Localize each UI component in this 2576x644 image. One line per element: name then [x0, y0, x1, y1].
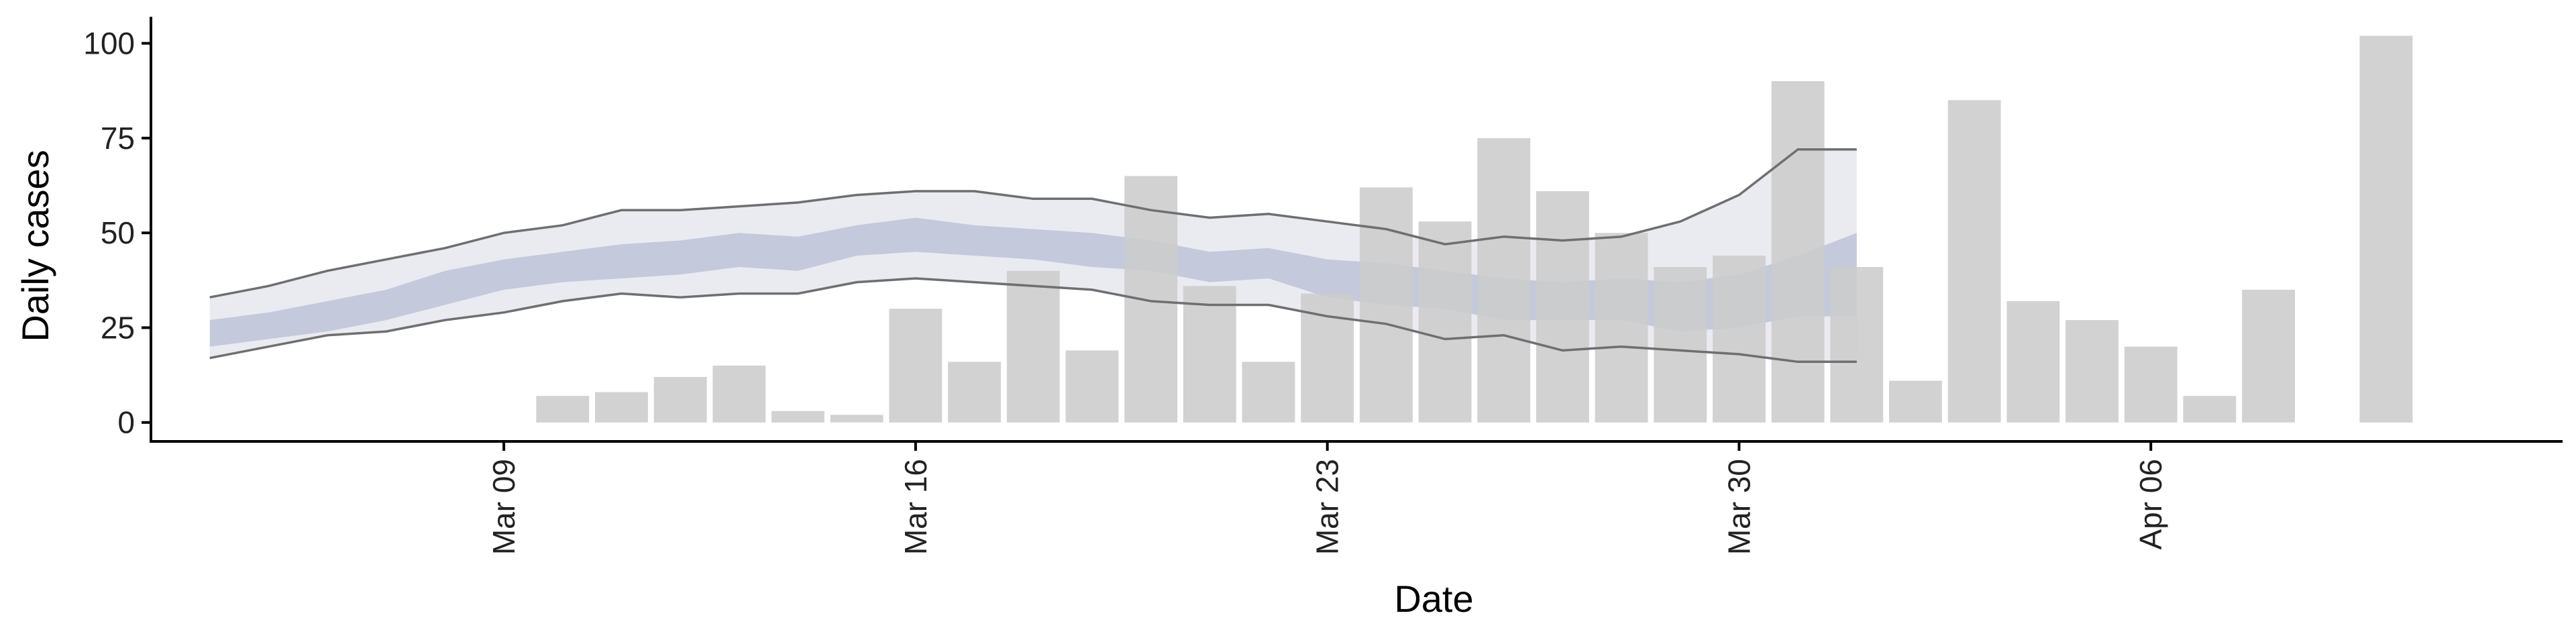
- x-tick-label: Mar 23: [1310, 459, 1345, 555]
- bar: [1359, 187, 1413, 423]
- y-tick-label: 50: [101, 215, 135, 250]
- x-ticks: Mar 09 Mar 16 Mar 23 Mar 30 Apr 06: [486, 441, 2168, 555]
- bar: [1124, 176, 1178, 423]
- x-tick-label: Apr 06: [2133, 459, 2168, 550]
- bar: [1713, 256, 1766, 423]
- bar: [1830, 267, 1884, 423]
- bar: [1536, 191, 1589, 423]
- bar: [2065, 320, 2118, 423]
- bar: [1771, 81, 1825, 423]
- bar: [771, 411, 824, 423]
- band-edge-lines: [209, 148, 1857, 364]
- bars: [536, 36, 2413, 423]
- bar: [1418, 221, 1472, 423]
- bar: [1889, 380, 1942, 423]
- bar: [1654, 267, 1707, 423]
- bar: [948, 362, 1001, 423]
- bar: [1242, 362, 1295, 423]
- y-axis-title: Daily cases: [14, 150, 56, 341]
- x-tick-label: Mar 09: [486, 459, 521, 555]
- bar: [1595, 233, 1648, 423]
- bar: [2183, 396, 2237, 423]
- y-tick-label: 25: [101, 310, 135, 345]
- bar: [595, 392, 648, 423]
- upper-bound-line: [209, 148, 1857, 299]
- bar: [653, 376, 707, 423]
- bar: [1006, 270, 1060, 423]
- bar: [1301, 293, 1354, 423]
- bar: [712, 366, 766, 423]
- axes: 0 25 50 75 100 Mar 09 Mar 16 Mar 23 Mar 30 Apr 0…: [83, 17, 2563, 555]
- y-ticks: 0 25 50 75 100: [83, 26, 151, 440]
- y-tick-label: 0: [117, 405, 135, 440]
- x-axis-title: Date: [1394, 578, 1473, 620]
- x-tick-label: Mar 30: [1721, 459, 1756, 555]
- bar: [830, 415, 883, 423]
- bar: [536, 396, 590, 423]
- x-tick-label: Mar 16: [898, 459, 933, 555]
- lower-bound-line: [209, 277, 1857, 364]
- bar: [1183, 286, 1236, 423]
- inner-uncertainty-band: [209, 217, 1857, 347]
- bar: [2124, 346, 2178, 423]
- bar: [1065, 350, 1119, 423]
- bar: [2359, 36, 2413, 423]
- y-tick-label: 75: [101, 121, 135, 156]
- bar: [889, 309, 943, 423]
- bar: [1947, 100, 2001, 423]
- bar: [2006, 301, 2060, 423]
- bar: [2242, 289, 2295, 423]
- bar: [1477, 138, 1531, 423]
- y-tick-label: 100: [83, 26, 135, 61]
